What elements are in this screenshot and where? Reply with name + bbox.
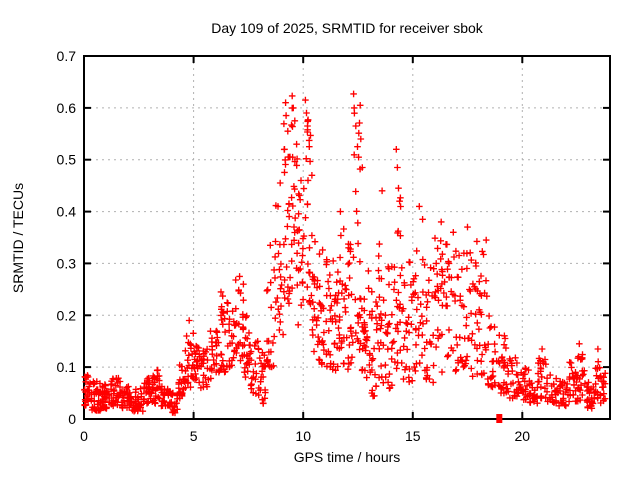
- y-tick-label: 0.4: [57, 204, 77, 220]
- plot-border: [83, 55, 611, 420]
- x-tick-label: 10: [295, 428, 311, 444]
- x-axis-label: GPS time / hours: [293, 449, 401, 465]
- y-tick-label: 0.7: [57, 48, 77, 64]
- axis-tick-marks: [83, 55, 610, 420]
- y-tick-label: 0.6: [57, 100, 77, 116]
- y-tick-label: 0.2: [57, 307, 77, 323]
- y-tick-label: 0.5: [57, 152, 77, 168]
- tick-labels: 0 5 10 15 20 0 0.1 0.2 0.3 0.4 0.5 0.6 0.7: [57, 48, 531, 444]
- y-tick-label: 0.3: [57, 255, 77, 271]
- y-tick-label: 0.1: [57, 359, 77, 375]
- x-tick-label: 20: [515, 428, 531, 444]
- x-tick-label: 0: [80, 428, 88, 444]
- scatter-points: [81, 90, 609, 417]
- x-tick-label: 5: [190, 428, 198, 444]
- y-tick-label: 0: [68, 411, 76, 427]
- outlier-square-marker: [496, 414, 503, 423]
- x-tick-label: 15: [405, 428, 421, 444]
- chart-title: Day 109 of 2025, SRMTID for receiver sbo…: [211, 20, 483, 36]
